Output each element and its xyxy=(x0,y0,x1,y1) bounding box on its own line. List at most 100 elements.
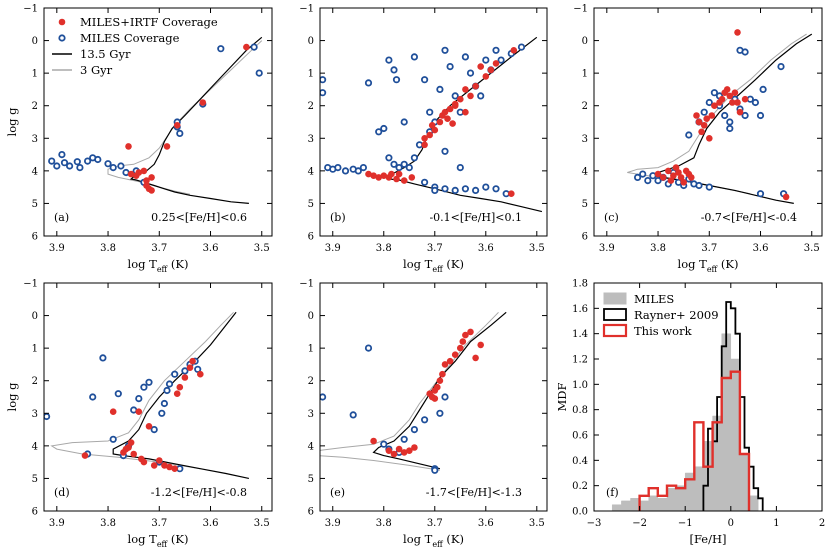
miles-point xyxy=(104,160,112,168)
miles-irtf-point xyxy=(173,122,181,129)
y-tick-label: 1.6 xyxy=(572,304,588,315)
x-axis-label: log Teff (K) xyxy=(128,257,189,274)
miles-irtf-point xyxy=(451,100,459,108)
x-tick-label: 3.9 xyxy=(49,243,65,254)
miles-irtf-point xyxy=(135,408,143,416)
x-axis-label-main: log T xyxy=(678,257,708,271)
miles-point xyxy=(497,56,505,64)
y-tick-label: 4 xyxy=(308,166,314,177)
miles-point xyxy=(517,43,526,51)
y-tick-label: 3 xyxy=(32,134,38,145)
miles-point xyxy=(410,154,418,162)
y-tick-label: 1.2 xyxy=(572,355,588,366)
x-tick-label: 3.7 xyxy=(151,243,167,254)
miles-irtf-point xyxy=(171,465,178,473)
miles-point xyxy=(160,399,168,408)
y-tick-label: 4 xyxy=(32,166,38,177)
x-axis-label-sub: eff xyxy=(157,265,169,274)
miles-irtf-point xyxy=(462,86,469,93)
miles-irtf-point xyxy=(421,141,428,149)
miles-point xyxy=(400,118,408,126)
miles-irtf-point xyxy=(477,341,485,349)
x-axis-label-unit: (K) xyxy=(443,532,464,546)
miles-irtf-point xyxy=(492,60,500,67)
x-tick-label: 3.8 xyxy=(376,243,392,254)
legend-swatch-thiswork xyxy=(602,323,628,338)
miles-point xyxy=(695,181,703,190)
miles-point xyxy=(349,411,357,419)
x-tick-label: 3.7 xyxy=(701,243,717,254)
y-tick-label: 5 xyxy=(582,199,588,210)
miles-point xyxy=(390,160,398,168)
miles-irtf-point xyxy=(434,383,441,391)
y-tick-label: 0 xyxy=(308,311,314,322)
plot-area-5 xyxy=(611,301,764,511)
miles-point xyxy=(654,177,662,185)
miles-irtf-point xyxy=(482,73,490,80)
plot-area-0 xyxy=(48,36,263,204)
miles-irtf-point xyxy=(729,99,736,106)
x-tick-label: 3.9 xyxy=(325,518,341,529)
miles-point xyxy=(392,76,401,84)
isochrone-3gyr xyxy=(50,311,234,470)
miles-irtf-point xyxy=(782,193,790,201)
miles-irtf-point xyxy=(199,99,207,106)
panel-letter: (f) xyxy=(606,486,619,499)
miles-irtf-point xyxy=(148,174,155,181)
x-axis-label-main: log T xyxy=(128,257,158,271)
miles-irtf-point xyxy=(441,108,449,116)
miles-point xyxy=(726,118,734,126)
miles-point xyxy=(150,425,158,434)
miles-point xyxy=(76,164,84,172)
miles-irtf-point xyxy=(467,328,474,336)
miles-irtf-point xyxy=(243,43,250,51)
hist-thiswork xyxy=(638,370,751,511)
miles-irtf-point xyxy=(695,118,703,126)
y-tick-label: 2 xyxy=(308,101,314,112)
feh-range-annotation: -1.2<[Fe/H]<-0.8 xyxy=(151,486,247,499)
x-tick-label: 3.6 xyxy=(203,243,219,254)
miles-irtf-point xyxy=(723,86,731,93)
miles-point xyxy=(44,412,51,421)
miles-point xyxy=(114,390,122,398)
miles-point xyxy=(482,183,490,191)
miles-point xyxy=(390,66,398,74)
miles-irtf-point xyxy=(446,105,454,113)
x-tick-label: 3.6 xyxy=(203,518,219,529)
miles-point xyxy=(456,164,464,172)
x-tick-label: 3.7 xyxy=(427,518,443,529)
y-tick-label: 0.6 xyxy=(572,431,588,442)
x-tick-label: 3.8 xyxy=(100,518,116,529)
miles-point xyxy=(109,164,117,172)
axes-frame xyxy=(319,7,548,237)
x-axis-label: log Teff (K) xyxy=(678,257,739,274)
miles-irtf-point xyxy=(467,92,474,100)
y-tick-label: 1 xyxy=(32,344,38,355)
y-tick-label: 2 xyxy=(32,101,38,112)
miles-irtf-point xyxy=(659,174,667,181)
legend-label-miles-irtf: MILES+IRTF Coverage xyxy=(80,15,218,29)
miles-point xyxy=(741,48,749,56)
legend-swatch-miles xyxy=(603,292,627,305)
legend-marker-miles-irtf xyxy=(58,18,66,26)
miles-point xyxy=(436,85,444,94)
x-tick-label: 3.7 xyxy=(427,243,443,254)
x-tick-label: 3.8 xyxy=(376,518,392,529)
x-tick-label: 2 xyxy=(819,518,825,529)
miles-point xyxy=(741,111,749,120)
miles-irtf-point xyxy=(390,450,398,458)
miles-irtf-point xyxy=(145,423,153,430)
y-tick-label: 3 xyxy=(582,134,588,145)
miles-point xyxy=(477,92,485,100)
y-tick-label: 1 xyxy=(308,344,314,355)
panel-4 xyxy=(319,282,548,512)
miles-point xyxy=(451,92,459,100)
legend-label-miles: MILES Coverage xyxy=(80,31,180,45)
miles-point xyxy=(48,157,56,165)
miles-irtf-point xyxy=(395,170,403,178)
miles-point xyxy=(721,111,729,120)
y-tick-label: 1.0 xyxy=(572,380,588,391)
miles-point xyxy=(471,186,480,194)
plot-area-4 xyxy=(320,311,507,474)
miles-irtf-point xyxy=(400,177,408,184)
